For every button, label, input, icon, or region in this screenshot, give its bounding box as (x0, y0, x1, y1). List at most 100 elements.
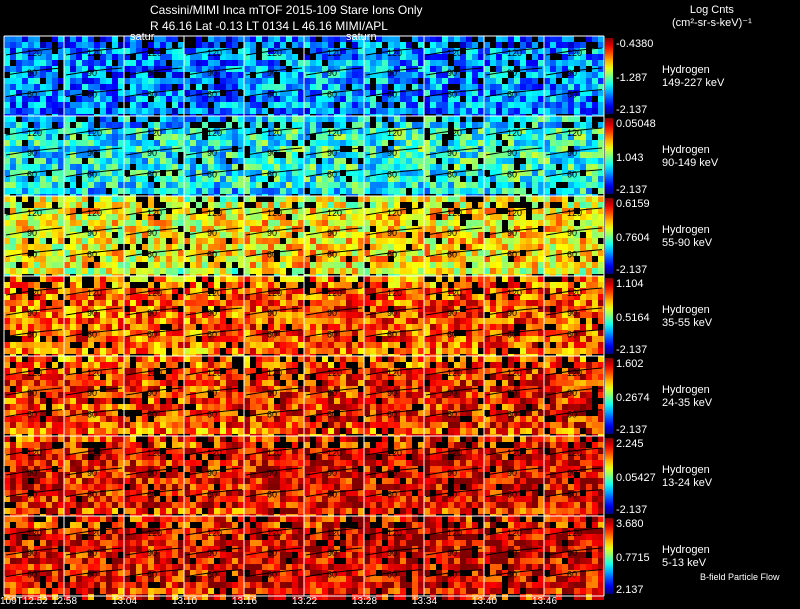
contour-label: 120 (387, 48, 402, 58)
energy-range: 90-149 keV (662, 157, 719, 169)
contour-line (245, 287, 303, 296)
contour-label: 120 (567, 208, 582, 218)
species-name: Hydrogen (662, 64, 710, 76)
contour-line (185, 307, 243, 316)
contour-label: 60 (207, 490, 217, 500)
contour-line (5, 569, 63, 578)
contour-label: 90 (327, 228, 337, 238)
colorbar-max-label: -0.4380 (616, 38, 654, 50)
contour-line (185, 387, 243, 396)
contour-label: 60 (327, 250, 337, 260)
contour-label: 60 (507, 490, 517, 500)
contour-label: 120 (327, 288, 342, 298)
contour-line (425, 489, 483, 498)
species-name: Hydrogen (662, 464, 710, 476)
contour-label: 60 (87, 330, 97, 340)
contour-line (185, 467, 243, 476)
contour-line (125, 207, 183, 216)
contour-label: 90 (207, 68, 217, 78)
contour-line (305, 127, 363, 136)
colorbar-min-label: -2.137 (616, 104, 648, 116)
species-name: Hydrogen (662, 384, 710, 396)
contour-label: 120 (147, 128, 162, 138)
contour-line (185, 569, 243, 578)
contour-line (545, 127, 603, 136)
contour-label: 90 (27, 308, 37, 318)
contour-label: 60 (147, 170, 157, 180)
contour-line (245, 367, 303, 376)
contour-line (305, 447, 363, 456)
time-tick-label: 13:46 (532, 596, 558, 607)
contour-line (5, 447, 63, 456)
contour-line (485, 89, 543, 98)
contour-label: 60 (567, 410, 577, 420)
contour-label: 60 (147, 410, 157, 420)
contour-line (125, 447, 183, 456)
contour-line (245, 127, 303, 136)
contour-label: 120 (507, 368, 522, 378)
contour-label: 120 (507, 208, 522, 218)
contour-label: 90 (267, 388, 277, 398)
contour-line (305, 569, 363, 578)
contour-label: 120 (267, 448, 282, 458)
contour-line (305, 387, 363, 396)
colorbar (605, 278, 613, 354)
contour-line (5, 367, 63, 376)
contour-line (245, 387, 303, 396)
contour-line (425, 207, 483, 216)
contour-line (485, 387, 543, 396)
panel-species-label: Hydrogen 24-35 keV (662, 384, 712, 410)
contour-label: 60 (447, 90, 457, 100)
contour-label: 90 (327, 468, 337, 478)
contour-label: 120 (147, 528, 162, 538)
contour-line (125, 227, 183, 236)
contour-line (425, 287, 483, 296)
contour-label: 60 (387, 570, 397, 580)
contour-line (185, 127, 243, 136)
colorbar-max-label: 1.602 (616, 358, 644, 370)
contour-line (5, 489, 63, 498)
energy-range: 35-55 keV (662, 317, 713, 329)
contour-line (305, 547, 363, 556)
contour-line (245, 409, 303, 418)
contour-line (125, 367, 183, 376)
contour-line (305, 89, 363, 98)
contour-line (65, 467, 123, 476)
contour-label: 120 (267, 128, 282, 138)
contour-line (185, 367, 243, 376)
colorbar-mid-label: 0.05427 (616, 472, 656, 484)
contour-label: 60 (87, 250, 97, 260)
contour-line (5, 127, 63, 136)
contour-line (245, 67, 303, 76)
contour-label: 90 (147, 308, 157, 318)
contour-label: 60 (447, 490, 457, 500)
contour-line (185, 527, 243, 536)
panel-4: 120 90 60 120 90 60 120 90 60 120 90 60 120 90 60 120 90… (3, 275, 613, 360)
contour-line (185, 409, 243, 418)
contour-label: 90 (147, 468, 157, 478)
contour-label: 60 (567, 330, 577, 340)
contour-label: 60 (507, 90, 517, 100)
contour-line (125, 287, 183, 296)
contour-line (65, 47, 123, 56)
contour-label: 90 (207, 148, 217, 158)
contour-line (485, 147, 543, 156)
contour-line (245, 147, 303, 156)
contour-line (125, 89, 183, 98)
contour-label: 120 (87, 288, 102, 298)
colorbar-mid-label: 0.7604 (616, 232, 650, 244)
time-tick-label: 13:34 (412, 596, 438, 607)
contour-label: 120 (207, 128, 222, 138)
contour-label: 90 (567, 68, 577, 78)
contour-line (365, 409, 423, 418)
contour-label: 90 (147, 148, 157, 158)
contour-label: 60 (567, 90, 577, 100)
contour-label: 120 (147, 368, 162, 378)
contour-label: 60 (87, 490, 97, 500)
contour-label: 90 (387, 388, 397, 398)
contour-label: 90 (507, 468, 517, 478)
contour-line (425, 547, 483, 556)
units-line-2: (cm²-sr-s-keV)⁻¹ (672, 17, 752, 29)
contour-line (365, 489, 423, 498)
contour-label: 120 (87, 448, 102, 458)
